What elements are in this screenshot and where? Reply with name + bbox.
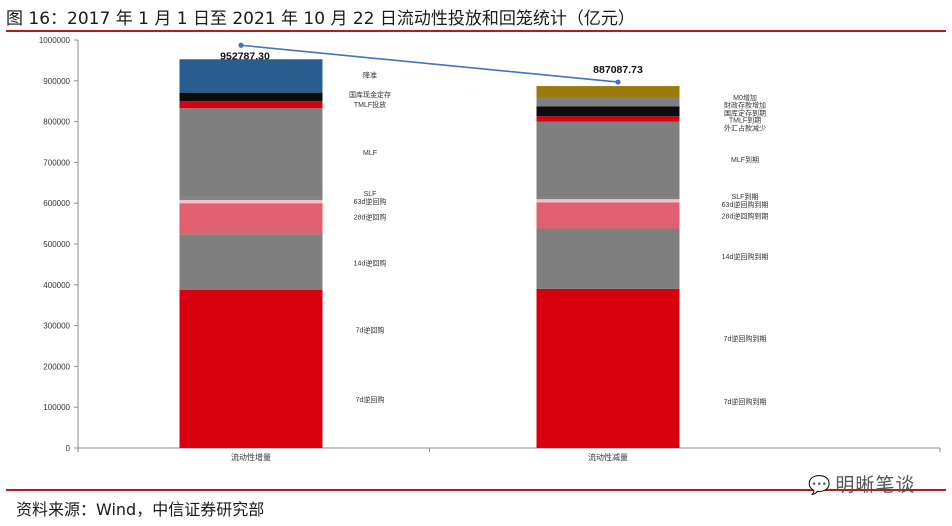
y-tick-label: 100000 — [43, 403, 70, 412]
total-label: 887087.73 — [593, 64, 643, 76]
bar-segment — [536, 121, 680, 198]
title-rule — [6, 30, 946, 32]
bar-segment — [179, 101, 323, 109]
segment-annotation: 7d逆回购 — [356, 326, 385, 335]
y-tick-label: 0 — [66, 444, 71, 453]
y-tick-label: 400000 — [43, 281, 70, 290]
segment-annotation: TMLF投放 — [354, 100, 386, 109]
total-label: 952787.30 — [220, 50, 270, 62]
x-tick-label: 流动性减量 — [588, 452, 628, 462]
total-marker — [615, 79, 621, 85]
stacked-bar-chart: 0 100000 200000 300000 400000 500000 600000 700… — [39, 36, 941, 462]
wechat-icon: 💬 — [808, 475, 832, 496]
y-tick-label: 800000 — [43, 118, 70, 127]
y-tick-label: 1000000 — [39, 36, 71, 45]
segment-annotation: 財政存款增加 — [724, 100, 766, 109]
bar-segment — [536, 97, 680, 107]
bar-segment — [179, 108, 323, 198]
segment-annotation: 28d逆回购 — [354, 213, 387, 222]
segment-annotation: 14d逆回购 — [354, 258, 387, 267]
bar-segment — [536, 106, 680, 117]
bar-segment — [179, 203, 323, 235]
axis-layer: 0 100000 200000 300000 400000 500000 600000 700… — [39, 36, 941, 462]
segment-annotation: 63d逆回购 — [354, 197, 387, 206]
y-tick-label: 500000 — [43, 240, 70, 249]
bar-segment — [536, 202, 680, 229]
y-tick-label: 300000 — [43, 322, 70, 331]
bar-segment — [536, 199, 680, 203]
y-tick-label: 900000 — [43, 77, 70, 86]
segment-annotation: TMLF到期 — [729, 117, 761, 125]
segment-annotation: 63d逆回购到期 — [722, 200, 769, 209]
segment-annotation: SLF — [364, 191, 377, 198]
bar-segment — [536, 116, 680, 120]
segment-annotation: MLF到期 — [731, 156, 759, 164]
segment-annotation: 外汇占款减少 — [724, 124, 766, 133]
source-note: 资料来源：Wind，中信证券研究部 — [16, 500, 265, 519]
segment-annotation: SLF到期 — [732, 193, 759, 201]
bar-segment — [179, 92, 323, 102]
bar-segment — [179, 59, 323, 93]
segment-annotation: 7d逆回购到期 — [724, 334, 767, 343]
x-tick-label: 流动性增量 — [231, 452, 271, 462]
watermark: 💬 明晰笔谈 — [808, 470, 915, 497]
bar-segment — [179, 197, 323, 200]
total-marker — [238, 42, 244, 48]
y-tick-label: 700000 — [43, 158, 70, 167]
segment-annotation: 28d逆回购到期 — [722, 211, 769, 220]
chart-title: 图 16：2017 年 1 月 1 日至 2021 年 10 月 22 日流动性… — [6, 9, 635, 29]
bar-segment — [179, 289, 323, 448]
segment-annotation: 14d逆回购到期 — [722, 252, 769, 261]
segment-annotation: 降准 — [363, 71, 377, 80]
bar-segment — [536, 119, 680, 122]
segment-annotation: 7d逆回购到期 — [724, 397, 767, 406]
bar-layer — [179, 59, 680, 448]
bar-segment — [536, 288, 680, 448]
bar-segment — [536, 197, 680, 200]
segment-annotation: 7d逆回购 — [356, 395, 385, 404]
bar-segment — [536, 228, 680, 289]
segment-annotation: MLF — [363, 150, 377, 157]
total-line-layer: 952787.30 887087.73 — [220, 42, 643, 85]
y-tick-label: 600000 — [43, 199, 70, 208]
segment-annotation: M0增加 — [733, 93, 757, 102]
bar-segment — [179, 234, 323, 290]
total-line — [240, 44, 619, 83]
watermark-text: 明晰笔谈 — [835, 474, 916, 496]
segment-annotation: 国库定存到期 — [724, 109, 766, 118]
segment-annotation: 国库现金定存 — [349, 90, 391, 99]
y-tick-label: 200000 — [43, 362, 70, 371]
bar-segment — [179, 199, 323, 204]
source-rule — [6, 489, 946, 491]
bar-segment — [536, 86, 680, 98]
